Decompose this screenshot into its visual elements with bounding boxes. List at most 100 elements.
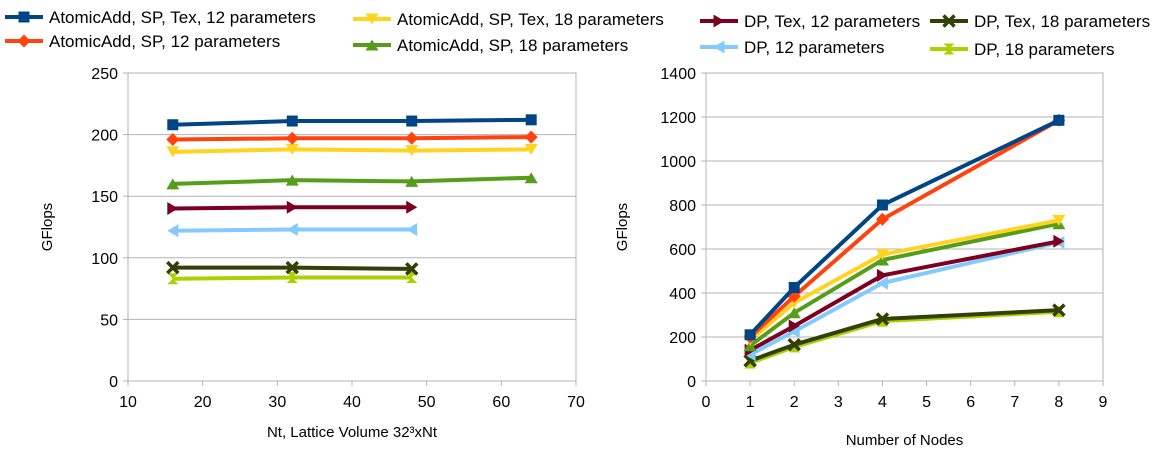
legend-label-dp-tex-18-parameters: DP, Tex, 18 parameters (974, 12, 1150, 31)
legend-marker-dp-18-parameters (943, 43, 955, 55)
legend-marker-atomicadd-sp-tex-18-parameters (365, 13, 379, 25)
legend-marker-atomicadd-sp-18-parameters (365, 39, 379, 51)
xtick-label-left-0: 10 (119, 394, 137, 411)
x-axis-label-left: Nt, Lattice Volume 32³xNt (267, 424, 438, 441)
xtick-label-right-4: 4 (878, 394, 887, 411)
xtick-label-left-4: 50 (418, 394, 436, 411)
ytick-label-right-0: 0 (687, 374, 696, 391)
data-point-left-atomicadd-sp-18-parameters-2 (405, 175, 419, 187)
ytick-label-right-1: 200 (669, 330, 696, 347)
data-point-left-atomicadd-sp-tex-12-parameters-2 (406, 115, 418, 127)
data-point-left-atomicadd-sp-tex-18-parameters-1 (285, 143, 299, 155)
xtick-label-right-8: 8 (1054, 394, 1063, 411)
data-point-left-atomicadd-sp-12-parameters-0 (166, 133, 180, 147)
ytick-label-right-4: 800 (669, 198, 696, 215)
ytick-label-left-4: 200 (91, 128, 118, 145)
data-point-right-dp-tex-12-parameters-3 (1053, 234, 1065, 248)
legend-marker-dp-tex-18-parameters (942, 14, 956, 28)
xtick-label-right-2: 2 (790, 394, 799, 411)
ytick-label-right-6: 1200 (660, 110, 696, 127)
x-axis-label-right: Number of Nodes (846, 432, 964, 449)
series-line-right-dp-12-parameters (749, 240, 1060, 357)
y-axis-label-left: GFlops (39, 203, 56, 251)
xtick-label-left-6: 70 (567, 394, 585, 411)
data-point-left-dp-12-parameters-0 (167, 224, 179, 238)
data-point-left-dp-18-parameters-1 (286, 272, 298, 284)
data-point-left-atomicadd-sp-18-parameters-0 (166, 178, 180, 190)
legend-label-atomicadd-sp-18-parameters: AtomicAdd, SP, 18 parameters (397, 36, 628, 55)
data-point-right-dp-12-parameters-1 (788, 325, 800, 338)
data-point-right-dp-12-parameters-2 (876, 276, 888, 290)
plot-frame-right (705, 72, 1104, 382)
data-point-right-atomicadd-sp-tex-12-parameters-1 (788, 282, 800, 293)
xtick-label-left-3: 40 (343, 394, 361, 411)
series-line-right-atomicadd-sp-18-parameters (748, 221, 1060, 348)
legend-label-dp-12-parameters: DP, 12 parameters (744, 38, 884, 57)
data-point-right-dp-tex-18-parameters-2 (875, 312, 890, 326)
data-point-left-dp-tex-18-parameters-0 (166, 260, 180, 275)
data-point-right-dp-tex-12-parameters-2 (876, 268, 888, 282)
data-point-left-atomicadd-sp-tex-12-parameters-3 (525, 114, 537, 126)
data-point-right-dp-tex-12-parameters-1 (788, 319, 800, 333)
xtick-label-right-1: 1 (746, 394, 755, 411)
data-point-left-dp-tex-18-parameters-1 (285, 260, 300, 275)
data-point-left-dp-tex-12-parameters-2 (406, 200, 418, 214)
xtick-label-right-3: 3 (834, 394, 843, 411)
ytick-label-right-2: 400 (669, 286, 696, 303)
series-line-left-atomicadd-sp-12-parameters (172, 135, 532, 142)
data-point-left-atomicadd-sp-12-parameters-2 (405, 131, 419, 145)
data-point-left-atomicadd-sp-tex-12-parameters-1 (286, 115, 298, 127)
data-point-right-atomicadd-sp-tex-12-parameters-2 (876, 199, 888, 211)
data-point-left-dp-18-parameters-0 (167, 273, 179, 285)
chart-left: 0 50 100 150 200 250 10 20 30 40 50 60 70 Nt, Lattice… (39, 66, 585, 441)
data-point-left-atomicadd-sp-12-parameters-1 (285, 131, 299, 145)
data-point-left-dp-tex-18-parameters-2 (404, 262, 419, 276)
ytick-label-left-3: 150 (91, 189, 118, 206)
series-line-left-atomicadd-sp-tex-18-parameters (172, 147, 532, 154)
data-point-right-atomicadd-sp-tex-12-parameters-0 (744, 329, 756, 341)
data-point-right-atomicadd-sp-12-parameters-2 (875, 212, 889, 226)
legend-label-dp-tex-12-parameters: DP, Tex, 12 parameters (744, 12, 920, 31)
chart-right: 0 200 400 600 800 1000 1200 1400 0 1 2 3 4 5 6 7 8 9 Numbe… (614, 66, 1108, 449)
xtick-label-right-0: 0 (702, 394, 711, 411)
data-point-right-dp-tex-18-parameters-3 (1052, 303, 1066, 317)
series-line-left-atomicadd-sp-18-parameters (172, 175, 532, 186)
xtick-label-right-5: 5 (922, 394, 931, 411)
ytick-label-right-5: 1000 (660, 154, 696, 171)
data-point-left-dp-12-parameters-1 (286, 222, 298, 236)
data-point-left-atomicadd-sp-18-parameters-3 (524, 172, 538, 184)
data-point-right-atomicadd-sp-tex-18-parameters-2 (875, 249, 889, 260)
series-line-right-atomicadd-sp-tex-12-parameters (748, 118, 1060, 337)
legend-marker-atomicadd-sp-12-parameters (17, 34, 31, 48)
legend-marker-atomicadd-sp-tex-12-parameters (18, 11, 30, 23)
data-point-left-atomicadd-sp-tex-18-parameters-3 (524, 143, 538, 155)
legend-marker-dp-tex-12-parameters (713, 14, 725, 28)
legend-label-atomicadd-sp-tex-18-parameters: AtomicAdd, SP, Tex, 18 parameters (397, 10, 664, 29)
series-line-right-dp-tex-12-parameters (749, 239, 1060, 352)
xtick-label-right-6: 6 (966, 394, 975, 411)
data-point-right-atomicadd-sp-18-parameters-1 (787, 307, 801, 319)
xtick-label-right-9: 9 (1099, 394, 1108, 411)
data-point-left-atomicadd-sp-tex-12-parameters-0 (167, 119, 179, 131)
data-point-right-dp-tex-18-parameters-1 (787, 337, 801, 352)
data-point-left-dp-12-parameters-2 (406, 222, 418, 236)
data-point-left-atomicadd-sp-tex-18-parameters-0 (166, 146, 180, 158)
series-line-right-dp-tex-18-parameters (749, 308, 1059, 363)
xtick-label-left-2: 30 (268, 394, 286, 411)
legend-label-atomicadd-sp-tex-12-parameters: AtomicAdd, SP, Tex, 12 parameters (49, 8, 316, 27)
xtick-label-right-7: 7 (1010, 394, 1019, 411)
legend-label-atomicadd-sp-12-parameters: AtomicAdd, SP, 12 parameters (49, 32, 280, 51)
ytick-label-left-5: 250 (91, 66, 118, 83)
data-point-left-atomicadd-sp-tex-18-parameters-2 (405, 145, 419, 157)
ytick-label-left-2: 100 (91, 251, 118, 268)
data-point-left-atomicadd-sp-12-parameters-3 (524, 130, 538, 144)
legend-label-dp-18-parameters: DP, 18 parameters (974, 40, 1114, 59)
ytick-label-right-7: 1400 (660, 66, 696, 83)
xtick-label-left-1: 20 (194, 394, 212, 411)
data-point-left-dp-18-parameters-2 (406, 272, 418, 284)
xtick-label-left-5: 60 (492, 394, 510, 411)
legend-marker-dp-12-parameters (713, 40, 725, 54)
data-point-right-atomicadd-sp-tex-18-parameters-3 (1052, 214, 1066, 226)
ytick-label-left-1: 50 (100, 312, 118, 329)
